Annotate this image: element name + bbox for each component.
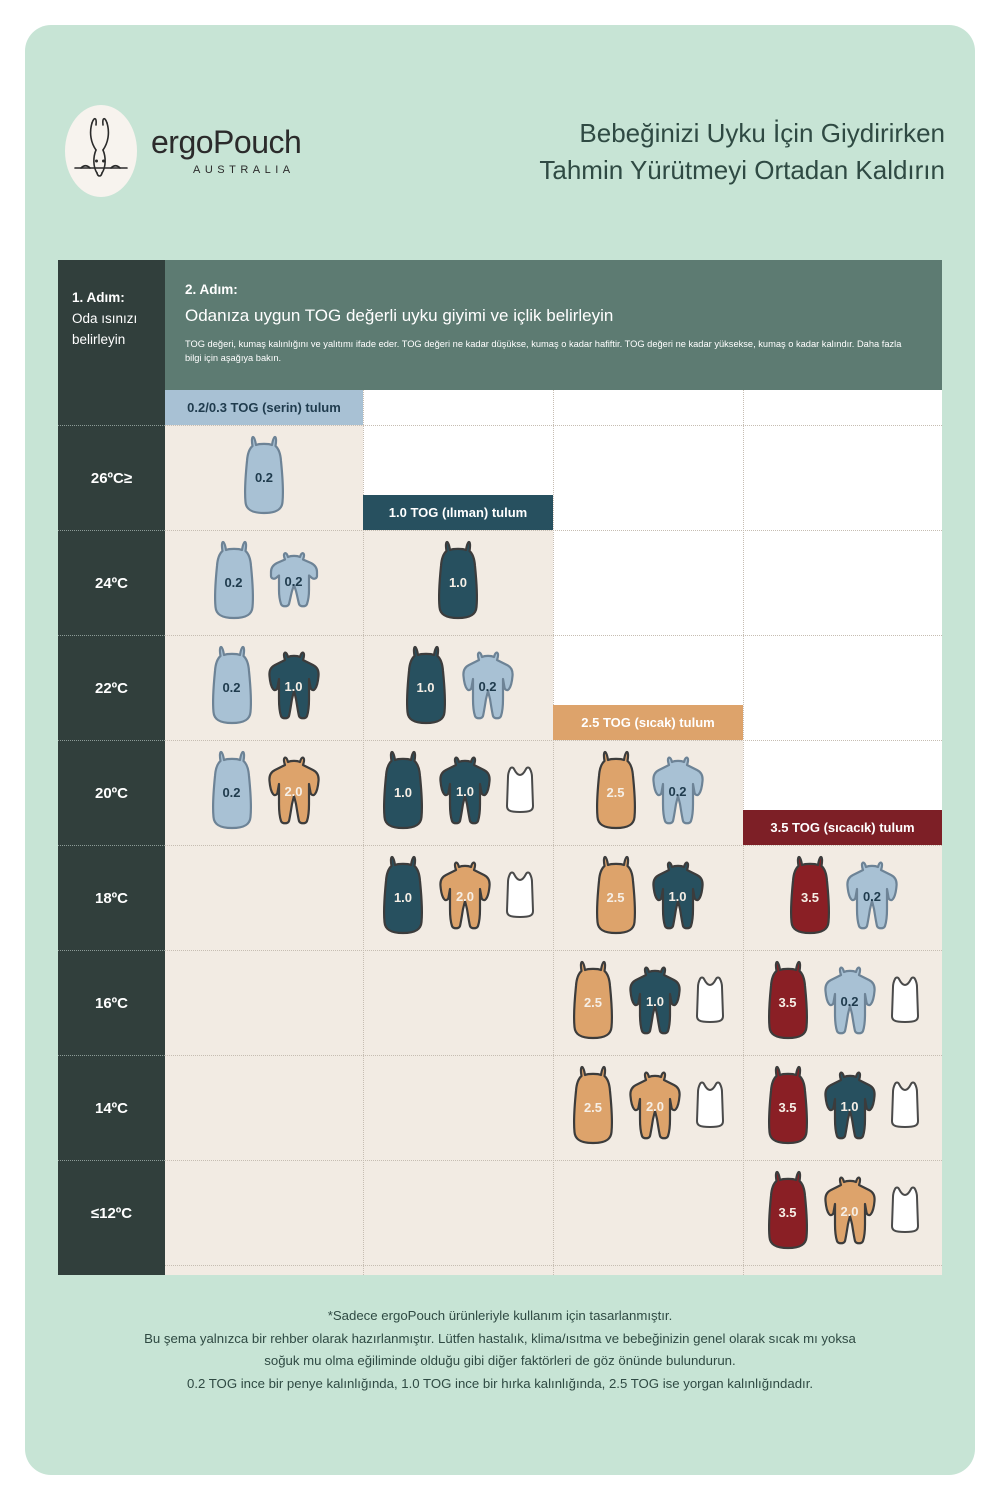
longsuit-icon: 1.0 xyxy=(650,859,706,936)
footer-line3: soğuk mu olma eğiliminde olduğu gibi diğ… xyxy=(264,1353,736,1369)
brand-name-bold: Pouch xyxy=(213,124,302,160)
garment-cell: 0.2 0.2 xyxy=(165,530,363,635)
brand-name: ergoPouch xyxy=(151,124,302,160)
page-title: Bebeğinizi Uyku İçin Giydirirken Tahmin … xyxy=(385,115,945,189)
garment-cell: 2.5 2.0 xyxy=(553,1055,743,1160)
longsuit-icon: 0.2 xyxy=(822,964,878,1041)
longsuit-icon: 1.0 xyxy=(266,649,322,726)
sleepbag-icon: 0.2 xyxy=(239,434,289,521)
singlet-icon xyxy=(502,764,538,821)
footer-line4: 0.2 TOG ince bir penye kalınlığında, 1.0… xyxy=(186,1376,814,1392)
step1-line2: belirleyin xyxy=(72,331,126,347)
shortsuit-icon: 0.2 xyxy=(268,550,320,615)
column-header-c3: 2.5 TOG (sıcak) tulum xyxy=(553,705,743,740)
garment-cell: 0.2 2.0 xyxy=(165,740,363,845)
sleepbag-icon: 0.2 xyxy=(207,644,257,731)
step1-label: 1. Adım: xyxy=(72,290,125,305)
singlet-icon xyxy=(887,1184,923,1241)
column-header-c1: 0.2/0.3 TOG (serin) tulum xyxy=(165,390,363,425)
temperature-row-label: 16ºC xyxy=(58,950,165,1055)
temperature-row-label: 20ºC xyxy=(58,740,165,845)
garment-cell: 2.5 1.0 xyxy=(553,950,743,1055)
sleepbag-icon: 3.5 xyxy=(763,1169,813,1256)
sleepbag-icon: 2.5 xyxy=(568,959,618,1046)
page-title-line1: Bebeğinizi Uyku İçin Giydirirken xyxy=(579,118,945,148)
step2-heading: Odanıza uygun TOG değerli uyku giyimi ve… xyxy=(185,306,614,325)
longsuit-icon: 0.2 xyxy=(844,859,900,936)
infographic-card: ergoPouch AUSTRALIA Bebeğinizi Uyku İçin… xyxy=(25,25,975,1475)
singlet-icon xyxy=(692,974,728,1031)
temperature-row-label: 14ºC xyxy=(58,1055,165,1160)
longsuit-icon: 1.0 xyxy=(822,1069,878,1146)
footer-line1: *Sadece ergoPouch ürünleriyle kullanım i… xyxy=(327,1308,673,1323)
temperature-column: 26ºC≥ 24ºC 22ºC 20ºC 18ºC 16ºC 14ºC ≤12ºC xyxy=(58,425,165,1265)
singlet-icon xyxy=(887,974,923,1031)
longsuit-icon: 1.0 xyxy=(627,964,683,1041)
sleepbag-icon: 3.5 xyxy=(763,959,813,1046)
step2-body: TOG değeri, kumaş kalınlığını ve yalıtım… xyxy=(185,339,902,364)
column-highlight-c1 xyxy=(165,425,363,1275)
garment-cell: 2.5 0.2 xyxy=(553,740,743,845)
page-title-line2: Tahmin Yürütmeyi Ortadan Kaldırın xyxy=(539,154,945,185)
brand-logo: ergoPouch AUSTRALIA xyxy=(65,105,302,197)
garment-cell: 0.2 1.0 xyxy=(165,635,363,740)
temperature-row-label: 22ºC xyxy=(58,635,165,740)
tog-grid: 0.2/0.3 TOG (serin) tulum 1.0 TOG (ılıman… xyxy=(165,390,942,1275)
garment-cell: 2.5 1.0 xyxy=(553,845,743,950)
garment-cell: 3.5 1.0 xyxy=(743,1055,942,1160)
sleepbag-icon: 1.0 xyxy=(378,854,428,941)
longsuit-icon: 1.0 xyxy=(437,754,493,831)
garment-cell: 1.0 0.2 xyxy=(363,635,553,740)
sleepbag-icon: 2.5 xyxy=(591,749,641,836)
step2-label: 2. Adım: xyxy=(185,282,238,297)
longsuit-icon: 0.2 xyxy=(460,649,516,726)
tog-guide-table: 1. Adım: Oda ısınızı belirleyin 26ºC≥ 24º… xyxy=(58,260,942,1275)
step2-banner: 2. Adım: Odanıza uygun TOG değerli uyku … xyxy=(165,260,942,390)
brand-country: AUSTRALIA xyxy=(193,164,295,176)
garment-cell: 3.5 0.2 xyxy=(743,845,942,950)
temperature-row-label: 24ºC xyxy=(58,530,165,635)
longsuit-icon: 2.0 xyxy=(437,859,493,936)
longsuit-icon: 2.0 xyxy=(627,1069,683,1146)
bunny-in-oval-logo-icon xyxy=(65,105,137,197)
temperature-row-label: 18ºC xyxy=(58,845,165,950)
garment-cell: 1.0 1.0 xyxy=(363,740,553,845)
step1-block: 1. Adım: Oda ısınızı belirleyin xyxy=(58,260,165,351)
longsuit-icon: 2.0 xyxy=(266,754,322,831)
grid-column-divider xyxy=(553,390,554,1275)
singlet-icon xyxy=(692,1079,728,1136)
temperature-row-label: ≤12ºC xyxy=(58,1160,165,1265)
singlet-icon xyxy=(887,1079,923,1136)
footer-notes: *Sadece ergoPouch ürünleriyle kullanım i… xyxy=(70,1305,930,1396)
temperature-sidebar: 1. Adım: Oda ısınızı belirleyin 26ºC≥ 24º… xyxy=(58,260,165,1275)
sleepbag-icon: 2.5 xyxy=(591,854,641,941)
sleepbag-icon: 1.0 xyxy=(401,644,451,731)
column-header-c2: 1.0 TOG (ılıman) tulum xyxy=(363,495,553,530)
sleepbag-icon: 2.5 xyxy=(568,1064,618,1151)
column-header-c4: 3.5 TOG (sıcacık) tulum xyxy=(743,810,942,845)
sleepbag-icon: 3.5 xyxy=(763,1064,813,1151)
longsuit-icon: 2.0 xyxy=(822,1174,878,1251)
garment-cell: 3.5 2.0 xyxy=(743,1160,942,1265)
garment-cell: 1.0 2.0 xyxy=(363,845,553,950)
footer-line2: Bu şema yalnızca bir rehber olarak hazır… xyxy=(144,1330,856,1346)
brand-name-light: ergo xyxy=(151,124,214,160)
garment-cell: 3.5 0.2 xyxy=(743,950,942,1055)
singlet-icon xyxy=(502,869,538,926)
sleepbag-icon: 1.0 xyxy=(433,539,483,626)
longsuit-icon: 0.2 xyxy=(650,754,706,831)
temperature-row-label: 26ºC≥ xyxy=(58,425,165,530)
garment-cell: 1.0 xyxy=(363,530,553,635)
sleepbag-icon: 0.2 xyxy=(209,539,259,626)
garment-cell: 0.2 xyxy=(165,425,363,530)
grid-column-divider xyxy=(363,390,364,1275)
step1-line1: Oda ısınızı xyxy=(72,310,138,326)
sleepbag-icon: 0.2 xyxy=(207,749,257,836)
sleepbag-icon: 3.5 xyxy=(785,854,835,941)
sleepbag-icon: 1.0 xyxy=(378,749,428,836)
